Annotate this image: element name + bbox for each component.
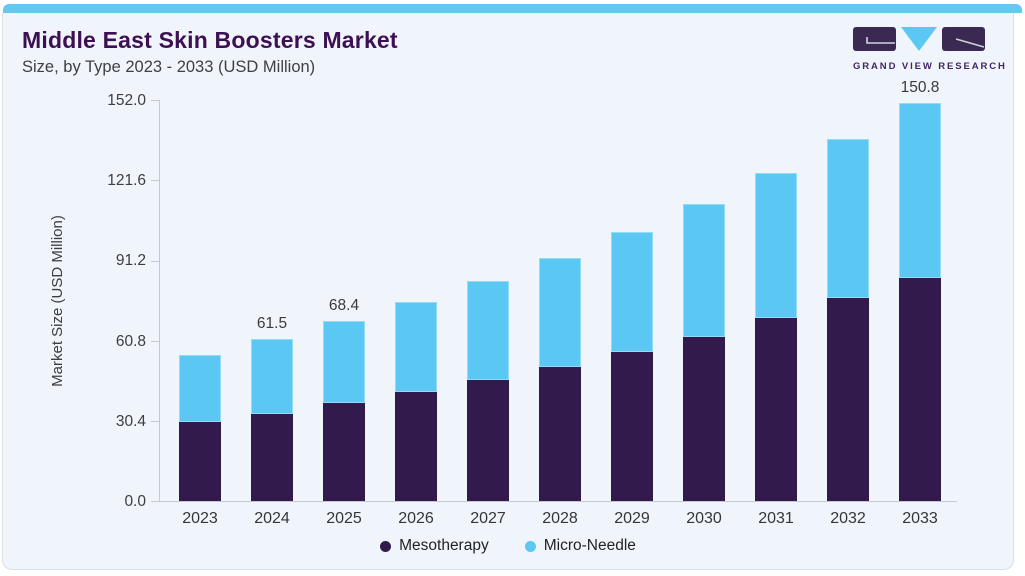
bar-value-label: 68.4 (328, 296, 360, 314)
bar-value-label: 150.8 (900, 79, 940, 97)
y-axis-tick-label: 121.6 (107, 172, 146, 190)
legend-dot-icon (524, 540, 536, 552)
legend-label: Micro-Needle (543, 537, 636, 554)
y-axis-tick (151, 340, 160, 342)
bar-segment-mesotherapy (827, 298, 869, 501)
y-axis-tick (151, 260, 160, 262)
bar-2024: 61.5 (251, 101, 293, 501)
bar-segment-micro-needle (611, 232, 653, 352)
bar-segment-mesotherapy (683, 336, 725, 501)
bar-segment-mesotherapy (899, 277, 941, 501)
bar-value-label: 61.5 (256, 314, 288, 332)
x-axis-label: 2031 (758, 510, 794, 527)
x-axis-label: 2029 (614, 510, 650, 527)
bar-segment-mesotherapy (251, 413, 293, 501)
bar-segment-mesotherapy (395, 391, 437, 501)
bar-segment-mesotherapy (611, 351, 653, 501)
y-axis-tick-label: 152.0 (107, 92, 146, 109)
x-axis-label: 2028 (542, 510, 578, 527)
x-axis-label: 2027 (470, 510, 506, 527)
x-axis-label: 2033 (902, 510, 938, 527)
bar-segment-mesotherapy (755, 318, 797, 501)
legend-dot-icon (380, 540, 392, 552)
chart-card: Middle East Skin Boosters Market Size, b… (2, 13, 1014, 570)
bar-segment-mesotherapy (467, 380, 509, 501)
y-axis-tick (151, 421, 160, 423)
bar-2032 (827, 101, 869, 501)
bar-2027 (467, 101, 509, 501)
bar-2031 (755, 101, 797, 501)
header: Middle East Skin Boosters Market Size, b… (22, 27, 398, 77)
y-axis-tick-label: 60.8 (115, 332, 146, 350)
bar-segment-mesotherapy (179, 422, 221, 501)
y-axis-tick (151, 180, 160, 182)
x-axis-label: 2026 (398, 510, 434, 527)
legend-label: Mesotherapy (399, 537, 489, 554)
bar-segment-micro-needle (755, 172, 797, 319)
x-axis-label: 2032 (830, 510, 866, 527)
x-axis-label: 2023 (182, 510, 218, 527)
bar-segment-mesotherapy (539, 367, 581, 501)
x-axis-label: 2030 (686, 510, 722, 527)
bar-2023 (179, 101, 221, 501)
legend: Mesotherapy Micro-Needle (3, 537, 1013, 555)
plot-area: 0.0 30.4 60.8 91.2 121.6 152.0 2023 61.5 2024 68.… (107, 79, 957, 527)
chart: Market Size (USD Million) 0.0 30.4 60.8 91.… (3, 13, 1013, 569)
bar-2033: 150.8 (899, 79, 941, 501)
bar-segment-micro-needle (467, 280, 509, 381)
bar-segment-micro-needle (827, 139, 869, 299)
y-axis-tick-label: 91.2 (115, 252, 146, 270)
gvr-logo: GRAND VIEW RESEARCH (853, 27, 1007, 72)
y-axis-tick-label: 0.0 (124, 493, 146, 510)
legend-item-micro-needle: Micro-Needle (524, 537, 636, 555)
bar-segment-micro-needle (251, 338, 293, 414)
bar-2025: 68.4 (323, 101, 365, 501)
y-axis-tick-label: 30.4 (115, 412, 146, 430)
bar-segment-micro-needle (395, 301, 437, 392)
page-subtitle: Size, by Type 2023 - 2033 (USD Million) (22, 58, 316, 76)
accent-bar (3, 4, 1022, 13)
legend-item-mesotherapy: Mesotherapy (380, 537, 489, 555)
y-axis-tick (151, 100, 160, 102)
x-axis-label: 2024 (254, 510, 290, 527)
page-title: Middle East Skin Boosters Market (22, 27, 398, 53)
bar-2026 (395, 101, 437, 501)
y-axis-tick (151, 501, 160, 503)
bar-segment-micro-needle (179, 354, 221, 423)
bar-segment-micro-needle (899, 103, 941, 278)
bar-segment-micro-needle (683, 204, 725, 337)
bar-segment-micro-needle (323, 320, 365, 403)
x-axis-label: 2025 (326, 510, 362, 527)
bar-2030 (683, 101, 725, 501)
bar-2028 (539, 101, 581, 501)
bar-2029 (611, 101, 653, 501)
bar-segment-mesotherapy (323, 402, 365, 501)
gvr-logo-mark-icon (853, 27, 985, 51)
brand-name: GRAND VIEW RESEARCH (853, 61, 1007, 72)
bar-segment-micro-needle (539, 258, 581, 368)
